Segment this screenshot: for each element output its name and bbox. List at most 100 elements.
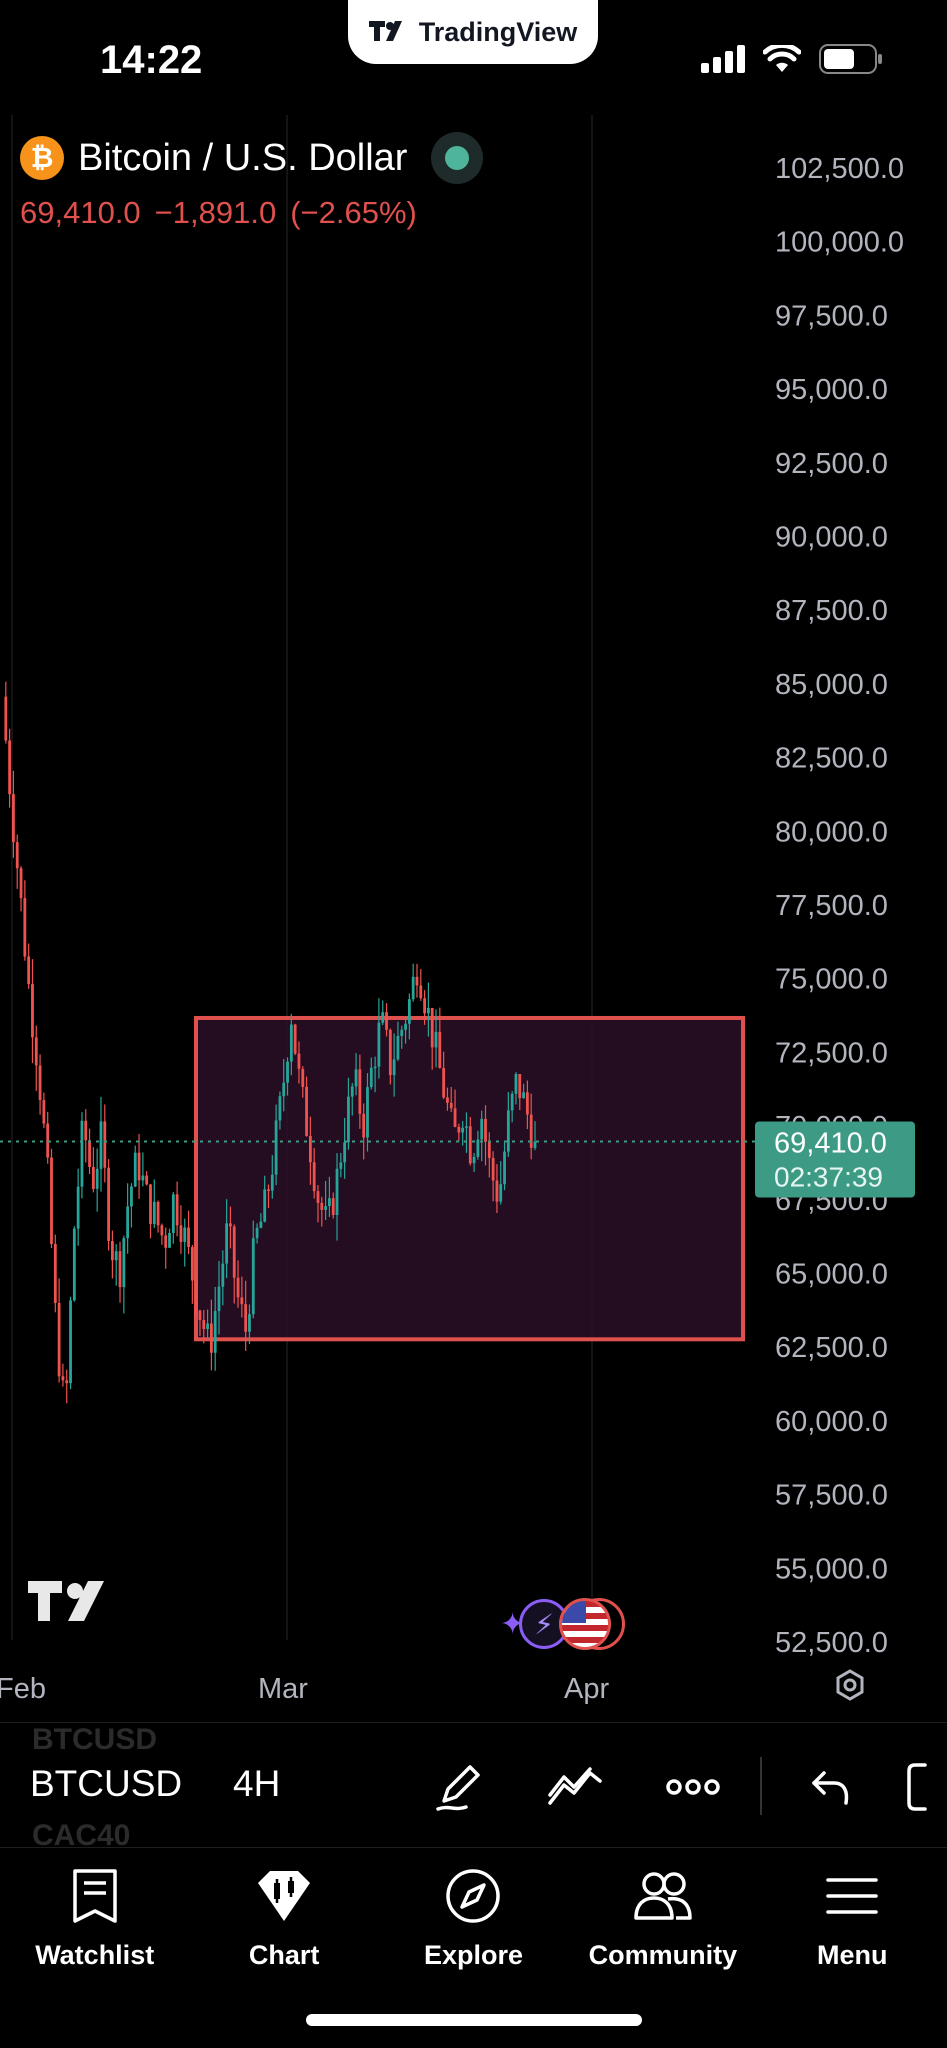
candle-body xyxy=(259,1221,263,1228)
symbol-selector[interactable]: BTCUSD xyxy=(30,1763,183,1804)
battery-icon xyxy=(819,44,882,74)
nav-menu[interactable]: Menu xyxy=(758,1848,947,2048)
y-axis-tick-label: 62,500.0 xyxy=(775,1332,888,1364)
bitcoin-icon: ₿ xyxy=(20,136,64,180)
candle-body xyxy=(23,898,27,957)
candle-body xyxy=(46,1123,50,1158)
candle-body xyxy=(480,1118,484,1140)
candle-body xyxy=(419,985,423,999)
candle-body xyxy=(308,1135,312,1163)
candle-body xyxy=(407,999,411,1024)
us-flag-event-icon[interactable] xyxy=(559,1598,612,1650)
market-open-dot xyxy=(445,146,470,170)
candle-body xyxy=(31,984,34,1038)
undo-button[interactable] xyxy=(800,1757,860,1817)
candle-body xyxy=(270,1174,274,1191)
candle-body xyxy=(251,1238,255,1315)
last-price-tag[interactable] xyxy=(755,1121,915,1198)
tradingview-logo-icon xyxy=(368,21,402,41)
status-time: 14:22 xyxy=(100,38,203,82)
candle-body xyxy=(495,1180,499,1202)
candle-body xyxy=(529,1114,533,1148)
nav-explore[interactable]: Explore xyxy=(379,1848,568,2048)
nav-community-label: Community xyxy=(588,1940,738,1970)
candle-body xyxy=(522,1092,525,1099)
nav-chart[interactable]: Chart xyxy=(189,1848,378,2048)
nav-menu-label: Menu xyxy=(817,1940,888,1970)
symbol-header[interactable]: ₿ Bitcoin / U.S. Dollar xyxy=(20,132,484,184)
candle-body xyxy=(468,1126,472,1164)
nav-community[interactable]: Community xyxy=(568,1848,757,2048)
status-icons xyxy=(701,44,883,74)
change-value: −1,891.0 xyxy=(154,195,277,230)
more-dots-icon xyxy=(666,1779,720,1795)
candle-body xyxy=(499,1184,503,1202)
candle-body xyxy=(514,1074,518,1094)
candle-body xyxy=(442,1068,446,1098)
nav-watchlist[interactable]: Watchlist xyxy=(0,1848,189,2048)
y-axis-tick-label: 60,000.0 xyxy=(775,1406,888,1438)
watchlist-icon xyxy=(63,1864,127,1928)
candle-body xyxy=(312,1162,316,1192)
fullscreen-button[interactable] xyxy=(905,1757,947,1817)
chart-settings-icon[interactable] xyxy=(836,1669,864,1701)
candle-body xyxy=(347,1096,350,1143)
candle-body xyxy=(449,1102,453,1109)
candle-body xyxy=(95,1168,99,1189)
nav-chart-label: Chart xyxy=(248,1940,320,1970)
y-axis-tick-label: 65,000.0 xyxy=(775,1259,888,1291)
drawing-tool-button[interactable] xyxy=(430,1757,490,1817)
candle-body xyxy=(91,1166,95,1189)
symbol-name[interactable]: Bitcoin / U.S. Dollar xyxy=(78,136,408,179)
candle-body xyxy=(453,1108,457,1127)
candle-body xyxy=(8,740,12,795)
brand-pill[interactable]: TradingView xyxy=(348,0,598,64)
candle-body xyxy=(434,1031,438,1048)
chart-settings-icon-center xyxy=(843,1678,857,1692)
y-axis-tick-label: 75,000.0 xyxy=(775,964,888,996)
more-button[interactable] xyxy=(663,1757,723,1817)
candle-body xyxy=(99,1121,103,1169)
indicators-button[interactable] xyxy=(545,1757,605,1817)
y-axis-tick-label: 52,500.0 xyxy=(775,1627,888,1659)
interval-selector[interactable]: 4H xyxy=(233,1763,281,1804)
candle-body xyxy=(377,1022,381,1067)
candle-body xyxy=(179,1225,183,1242)
tradingview-watermark-icon[interactable] xyxy=(28,1578,140,1638)
candle-body xyxy=(118,1251,122,1288)
price-chart[interactable]: 102,500.0 100,000.0 97,500.0 95,000.0 92,500… xyxy=(0,0,947,1722)
candle-body xyxy=(267,1189,270,1191)
candle-body xyxy=(152,1201,156,1225)
candle-body xyxy=(289,1024,293,1062)
candle-body xyxy=(328,1198,331,1207)
x-axis-tick-label: Apr xyxy=(564,1673,609,1705)
candle-body xyxy=(141,1175,145,1181)
candle-body xyxy=(335,1168,339,1215)
undo-icon xyxy=(812,1771,849,1805)
candle-body xyxy=(240,1297,244,1305)
candle-body xyxy=(160,1225,164,1236)
candle-body xyxy=(156,1201,160,1226)
rectangle-drawing[interactable] xyxy=(194,1015,745,1342)
candle-body xyxy=(232,1226,236,1278)
candle-body xyxy=(65,1380,69,1384)
candle-body xyxy=(122,1238,126,1288)
candle-body xyxy=(366,1087,369,1138)
economic-events[interactable]: ✦ ⚡ xyxy=(500,1598,626,1650)
market-status-badge[interactable] xyxy=(431,132,484,184)
y-axis-tick-label: 55,000.0 xyxy=(775,1553,888,1585)
bolt-event-icon[interactable]: ⚡ xyxy=(519,1599,570,1649)
candle-body xyxy=(282,1082,286,1097)
candle-body xyxy=(305,1086,308,1136)
candle-body xyxy=(358,1069,362,1114)
home-indicator[interactable] xyxy=(306,2014,642,2026)
candle-body xyxy=(221,1263,225,1287)
pen-icon xyxy=(436,1765,480,1811)
candle-body xyxy=(415,976,419,986)
candle-body xyxy=(278,1096,282,1121)
candle-body xyxy=(510,1093,514,1111)
chart-toolbar: BTCUSD BTCUSD CAC40 4H xyxy=(0,1722,947,1852)
candle-body xyxy=(213,1311,217,1353)
candle-body xyxy=(4,696,8,741)
candle-body xyxy=(202,1320,206,1330)
